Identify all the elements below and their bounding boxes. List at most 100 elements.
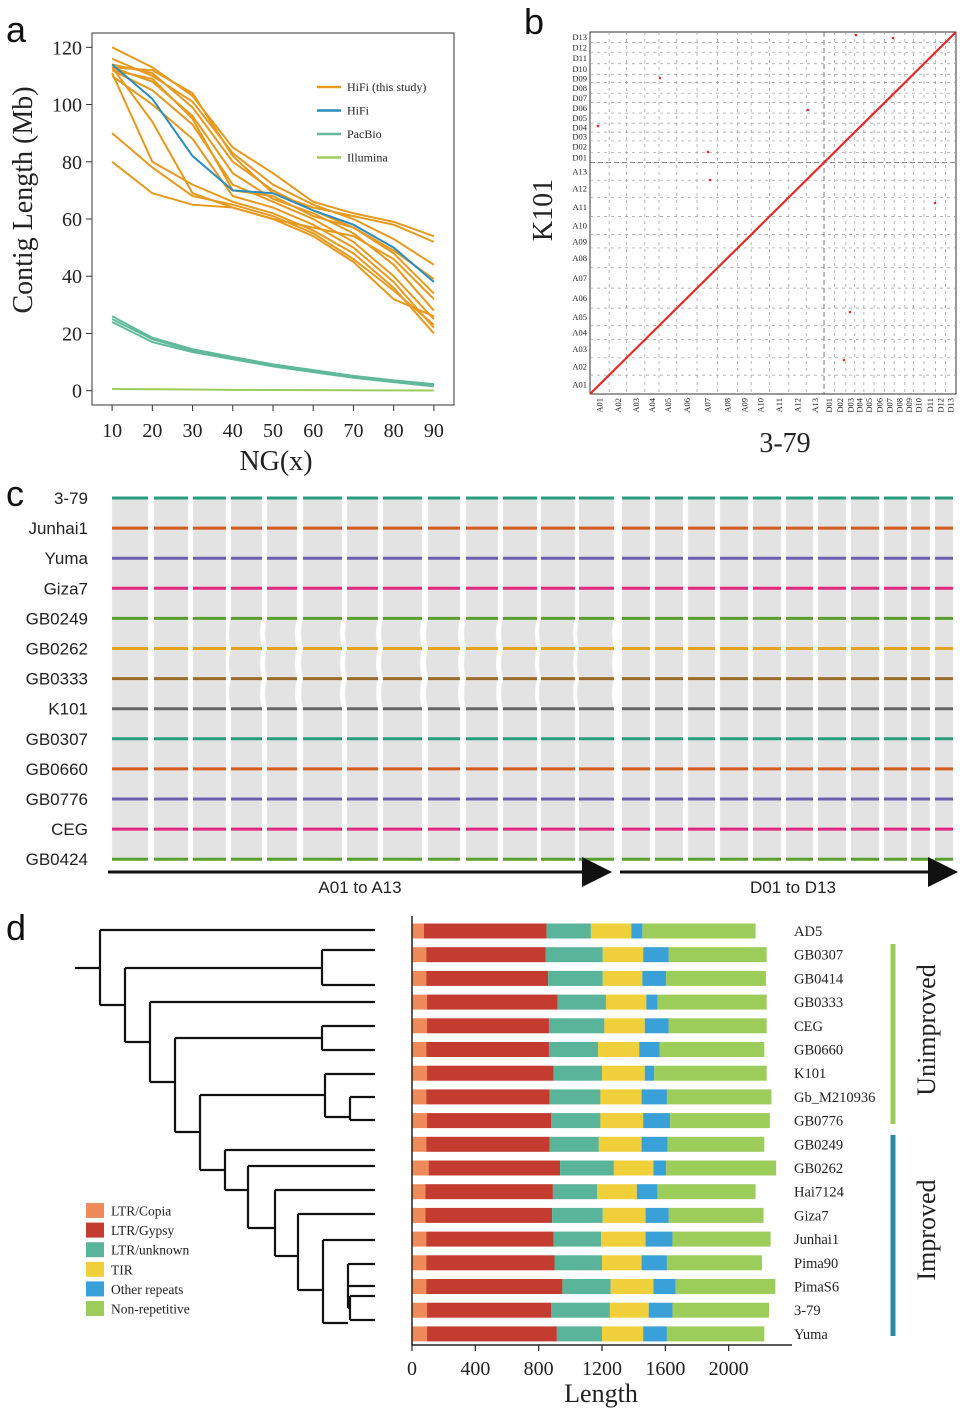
bar-other-repeats-gb0262	[653, 1160, 667, 1176]
synteny-ribbon	[266, 768, 298, 800]
off-diagonal-dot	[848, 310, 852, 314]
synteny-ribbon	[192, 798, 227, 830]
synteny-ribbon	[817, 588, 847, 619]
bar-other-repeats-giza7	[645, 1207, 669, 1223]
synteny-ribbon	[300, 648, 343, 679]
y-chrom-label: D02	[572, 142, 587, 152]
bar-tir-giza7	[602, 1207, 646, 1223]
synteny-ribbon	[687, 557, 716, 589]
synteny-ribbon	[578, 557, 615, 589]
bar-tir-gb0660	[598, 1042, 640, 1057]
sample-label: GB0776	[794, 1114, 843, 1130]
bar-non-repetitive-pimas6	[675, 1279, 776, 1294]
synteny-ribbon	[934, 738, 954, 770]
synteny-ribbon	[192, 527, 227, 559]
synteny-ribbon	[910, 828, 931, 860]
bar-ltr-copia-gb0414	[412, 970, 427, 986]
synteny-ribbon	[382, 798, 423, 830]
legend-label: TIR	[111, 1262, 133, 1277]
synteny-ribbon	[654, 738, 684, 770]
bar-non-repetitive-gb0262	[666, 1160, 777, 1176]
bar-ltr-gypsy-pima90	[426, 1255, 555, 1271]
synteny-ribbon	[153, 708, 189, 740]
synteny-ribbon	[578, 768, 615, 800]
panel-b-letter: b	[524, 1, 544, 42]
synteny-ribbon	[687, 738, 716, 770]
panel-b-y-label: K101	[528, 179, 559, 241]
synteny-ribbon	[578, 798, 615, 830]
synteny-ribbon	[654, 798, 684, 830]
panel-c-arrows: A01 to A13 D01 to D13	[108, 857, 958, 897]
synteny-ribbon	[427, 768, 461, 800]
synteny-ribbon	[192, 557, 227, 589]
synteny-ribbon	[192, 738, 227, 770]
synteny-ribbon	[502, 497, 538, 529]
synteny-ribbon	[850, 738, 880, 770]
synteny-ribbon	[654, 497, 684, 529]
synteny-ribbon	[153, 648, 189, 679]
bar-ltr-unknown-k101	[553, 1065, 602, 1081]
group-label: Improved	[912, 1179, 941, 1280]
y-chrom-label: D01	[572, 152, 587, 162]
sample-label: AD5	[794, 924, 822, 940]
bar-other-repeats-junhai1	[645, 1231, 673, 1247]
off-diagonal-dot	[596, 124, 600, 128]
bar-other-repeats-k101	[644, 1065, 655, 1081]
synteny-ribbon	[621, 828, 651, 860]
bar-ltr-gypsy-hai7124	[425, 1184, 553, 1200]
synteny-ribbon	[344, 618, 379, 649]
synteny-ribbon	[540, 768, 576, 800]
synteny-ribbon	[883, 648, 908, 679]
bar-tir-gb0776	[600, 1113, 644, 1129]
sample-label: GB0262	[794, 1161, 843, 1177]
sample-label: Pima90	[794, 1256, 838, 1272]
synteny-ribbon	[752, 738, 782, 770]
synteny-ribbon	[752, 648, 782, 679]
synteny-ribbon	[300, 618, 343, 649]
bar-ltr-gypsy-ad5	[423, 923, 547, 939]
synteny-ribbon	[752, 798, 782, 830]
x-tick-label: 0	[407, 1358, 417, 1380]
synteny-ribbon	[910, 588, 931, 619]
sample-label: Junhai1	[794, 1232, 839, 1248]
synteny-ribbon	[621, 678, 651, 709]
synteny-ribbon	[719, 557, 749, 589]
phylogenetic-tree	[75, 928, 375, 1325]
x-chrom-label: A09	[739, 398, 749, 413]
bar-ltr-copia-junhai1	[412, 1231, 427, 1247]
bar-non-repetitive-ad5	[642, 923, 756, 939]
legend-label: LTR/unknown	[111, 1243, 190, 1258]
synteny-ribbon	[540, 497, 576, 529]
synteny-ribbon	[346, 497, 379, 529]
synteny-ribbon	[687, 618, 716, 649]
synteny-ribbon	[465, 738, 499, 770]
series-line-hifi-this-study--4	[111, 69, 435, 320]
synteny-ribbon	[266, 557, 298, 589]
bar-non-repetitive-gb-m210936	[666, 1089, 772, 1105]
synteny-ribbon	[850, 557, 880, 589]
bar-ltr-copia-pimas6	[412, 1279, 427, 1294]
synteny-ribbon	[302, 497, 343, 529]
bar-ltr-unknown-gb0333	[557, 994, 606, 1010]
synteny-ribbon	[883, 738, 908, 770]
synteny-ribbon	[502, 798, 538, 830]
synteny-ribbon	[785, 828, 814, 860]
bar-other-repeats-pima90	[641, 1255, 667, 1271]
synteny-ribbon	[346, 768, 379, 800]
synteny-ribbon	[382, 557, 423, 589]
bar-ltr-gypsy-giza7	[425, 1207, 553, 1223]
synteny-ribbon	[687, 527, 716, 559]
x-chrom-label: D10	[914, 398, 924, 413]
synteny-ribbon	[502, 588, 538, 619]
synteny-ribbon	[654, 588, 684, 619]
synteny-ribbon	[785, 527, 814, 559]
bar-non-repetitive-3-79	[672, 1302, 770, 1318]
synteny-ribbon	[382, 708, 423, 740]
bar-non-repetitive-hai7124	[657, 1184, 756, 1200]
synteny-ribbon	[302, 708, 343, 740]
y-chrom-label: A11	[573, 202, 587, 212]
sample-label: K101	[794, 1066, 826, 1082]
synteny-ribbon	[850, 678, 880, 709]
synteny-ribbon	[264, 678, 298, 709]
synteny-ribbon	[785, 798, 814, 830]
